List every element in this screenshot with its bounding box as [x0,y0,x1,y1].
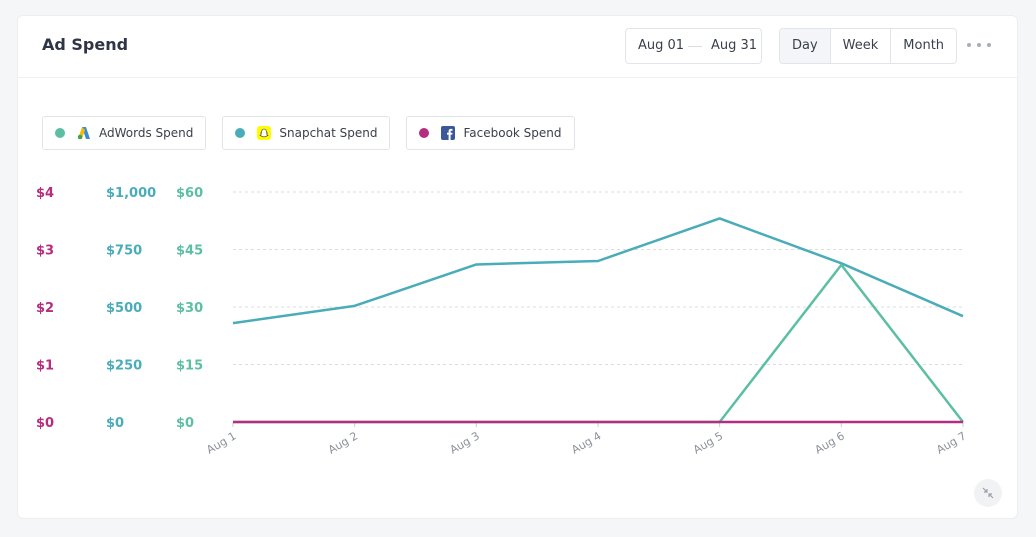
legend-label: AdWords Spend [99,126,194,140]
y-tick-label: $0 [176,416,194,431]
date-end[interactable]: Aug 31 [711,38,758,53]
adwords-logo-icon [77,126,91,140]
card-header: Ad Spend Aug 01 Aug 31 Day Week Month [18,16,1017,78]
y-tick-label: $500 [106,301,142,316]
period-toggle: Day Week Month [779,28,958,64]
date-separator [688,46,702,47]
legend-label: Facebook Spend [463,126,562,140]
x-tick-label: Aug 3 [448,429,482,456]
legend-label: Snapchat Spend [279,126,378,140]
ad-spend-line-chart: $0 $1 $2 $3 $4 $0 $250 $500 $750 $1,000 $0 $15 $30 $4… [36,186,969,457]
y-tick-label: $30 [176,301,203,316]
ad-spend-card: Ad Spend Aug 01 Aug 31 Day Week Month [17,15,1018,519]
period-month-button[interactable]: Month [891,29,957,63]
date-start[interactable]: Aug 01 [638,38,685,53]
legend-dot [419,128,430,138]
y-tick-label: $1,000 [106,186,156,201]
facebook-logo-icon [441,126,456,140]
x-tick-label: Aug 7 [934,429,968,456]
y-tick-label: $0 [106,416,124,431]
y-tick-label: $2 [36,301,54,316]
y-tick-label: $45 [176,244,203,259]
y-tick-label: $1 [36,359,54,374]
y-tick-label: $750 [106,244,142,259]
card-title: Ad Spend [42,35,129,54]
period-day-button[interactable]: Day [780,29,831,63]
x-tick-label: Aug 5 [691,429,725,456]
legend-dot [235,128,246,138]
x-tick-label: Aug 1 [204,429,238,456]
legend-facebook[interactable]: Facebook Spend [406,116,575,150]
y-tick-label: $60 [176,186,203,201]
y-tick-label: $4 [36,186,54,201]
x-tick-label: Aug 6 [813,429,847,456]
y-tick-label: $3 [36,244,54,259]
period-week-button[interactable]: Week [830,29,892,63]
series-line-adwords-spend [233,263,964,424]
legend-snapchat[interactable]: Snapchat Spend [222,116,391,150]
date-range-picker[interactable]: Aug 01 Aug 31 [625,28,762,64]
x-tick-label: Aug 4 [569,429,603,456]
y-tick-label: $15 [176,359,203,374]
y-tick-label: $0 [36,416,54,431]
legend-adwords[interactable]: AdWords Spend [42,116,207,150]
legend-dot [55,128,65,138]
collapse-icon[interactable] [974,479,1002,507]
snapchat-logo-icon [257,126,272,140]
series-line-snapchat-spend [232,217,964,325]
chart-legend: AdWords Spend Snapchat Spend Facebook Sp… [42,116,591,150]
more-horizontal-icon[interactable] [967,37,991,53]
x-tick-label: Aug 2 [326,429,360,456]
y-tick-label: $250 [106,359,142,374]
